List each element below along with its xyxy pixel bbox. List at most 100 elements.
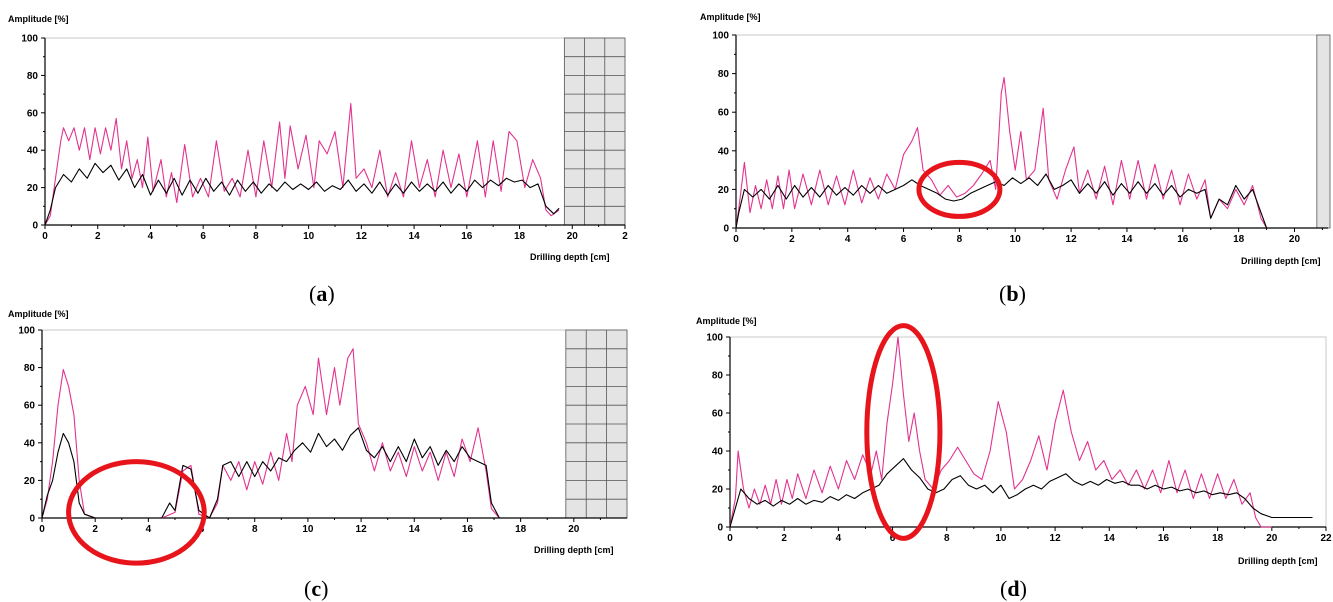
x-tick-label: 12 — [1066, 234, 1078, 245]
x-tick-label: 4 — [146, 524, 152, 535]
y-tick-label: 40 — [718, 146, 730, 157]
x-axis-label: Drilling depth [cm] — [1241, 256, 1321, 266]
caption-letter: c — [311, 576, 322, 601]
series-line-black — [729, 458, 1313, 528]
y-tick-label: 0 — [32, 221, 38, 232]
chart-panel-a: Amplitude [%] 0 20 40 60 80 100 0 2 4 6 8 10 12 14 16 1… — [0, 0, 650, 306]
x-tick-label: 6 — [890, 533, 896, 544]
x-tick-label: 16 — [1177, 234, 1189, 245]
x-tick-label: 14 — [409, 524, 421, 535]
chart-panel-d: Amplitude [%] 0 20 40 60 80 100 0 2 4 6 8 10 12 14 16 1… — [690, 300, 1333, 601]
plot-area — [735, 34, 1329, 229]
x-tick-label: 2 — [622, 231, 628, 242]
x-axis-label: Drilling depth [cm] — [534, 545, 614, 555]
x-tick-label: 10 — [1010, 234, 1022, 245]
x-tick-label: 18 — [514, 231, 526, 242]
y-tick-label: 100 — [18, 326, 35, 337]
y-axis-label: Amplitude [%] — [696, 316, 757, 326]
x-tick-label: 18 — [1212, 533, 1224, 544]
x-tick-label: 6 — [200, 231, 206, 242]
x-tick-label: 22 — [1320, 533, 1332, 544]
y-tick-label: 100 — [21, 34, 38, 45]
x-tick-label: 0 — [39, 524, 45, 535]
x-tick-label: 10 — [303, 231, 315, 242]
x-tick-label: 4 — [836, 533, 842, 544]
y-tick-label: 40 — [712, 447, 724, 458]
chart-panel-c: Amplitude [%] 0 20 40 60 80 100 0 2 4 6 8 10 12 14 16 1… — [0, 300, 650, 601]
plot-area — [41, 329, 628, 519]
series-line-magenta — [735, 76, 1314, 229]
plot-area — [729, 336, 1327, 528]
series-line-black — [44, 162, 560, 226]
caption-letter: b — [1006, 281, 1019, 306]
x-tick-label: 4 — [148, 231, 154, 242]
y-tick-label: 60 — [718, 108, 730, 119]
y-tick-label: 100 — [712, 31, 729, 42]
x-tick-label: 0 — [42, 231, 48, 242]
y-tick-label: 100 — [706, 333, 723, 344]
chart-svg-a: 0 20 40 60 80 100 0 2 4 6 8 10 12 14 16 18 20 2 — [21, 34, 628, 243]
x-tick-label: 0 — [727, 533, 733, 544]
x-tick-label: 6 — [901, 234, 907, 245]
y-axis-label: Amplitude [%] — [700, 12, 761, 22]
x-tick-label: 18 — [515, 524, 527, 535]
chart-svg-d: 0 20 40 60 80 100 0 2 4 6 8 10 12 14 16 18 20 22 — [706, 323, 1332, 544]
y-tick-label: 80 — [27, 71, 39, 82]
x-tick-label: 12 — [356, 231, 368, 242]
series-line-magenta — [44, 102, 560, 226]
chart-panel-b: Amplitude [%] 0 20 40 60 80 100 0 2 4 6 8 10 12 14 16 1… — [690, 0, 1333, 306]
x-tick-label: 16 — [1158, 533, 1170, 544]
x-tick-label: 12 — [1050, 533, 1062, 544]
x-tick-label: 12 — [356, 524, 368, 535]
caption-d: (d) — [1000, 576, 1027, 601]
y-tick-label: 40 — [27, 146, 39, 157]
y-tick-label: 60 — [27, 108, 39, 119]
y-tick-label: 20 — [24, 476, 36, 487]
series-line-black — [735, 173, 1314, 229]
y-tick-label: 60 — [712, 409, 724, 420]
x-tick-label: 8 — [252, 524, 258, 535]
x-tick-label: 20 — [568, 524, 580, 535]
shaded-region — [1316, 34, 1331, 229]
x-tick-label: 18 — [1233, 234, 1245, 245]
x-axis-label: Drilling depth [cm] — [1238, 556, 1318, 566]
caption-b: (b) — [999, 281, 1026, 306]
y-axis-label: Amplitude [%] — [8, 309, 69, 319]
highlight-ellipse — [864, 323, 943, 541]
x-tick-label: 16 — [462, 524, 474, 535]
y-tick-label: 60 — [24, 401, 36, 412]
y-tick-label: 20 — [712, 485, 724, 496]
y-tick-label: 80 — [24, 363, 36, 374]
caption-c: (c) — [304, 576, 329, 601]
x-tick-label: 8 — [253, 231, 259, 242]
x-tick-label: 2 — [95, 231, 101, 242]
highlight-ellipse — [66, 459, 207, 566]
x-tick-label: 16 — [461, 231, 473, 242]
x-tick-label: 8 — [957, 234, 963, 245]
x-tick-label: 14 — [409, 231, 421, 242]
y-tick-label: 0 — [29, 514, 35, 525]
caption-letter: a — [316, 281, 328, 306]
x-tick-label: 2 — [92, 524, 98, 535]
x-tick-label: 8 — [944, 533, 950, 544]
y-tick-label: 0 — [717, 523, 723, 534]
y-tick-label: 20 — [718, 185, 730, 196]
x-tick-label: 20 — [1289, 234, 1301, 245]
highlight-ellipse — [916, 159, 1003, 219]
y-axis-label: Amplitude [%] — [8, 14, 69, 24]
y-tick-label: 20 — [27, 183, 39, 194]
series-line-black — [41, 427, 564, 519]
chart-svg-b: 0 20 40 60 80 100 0 2 4 6 8 10 12 14 16 18 20 — [712, 31, 1331, 245]
caption-a: (a) — [309, 281, 335, 306]
x-tick-label: 4 — [845, 234, 851, 245]
x-tick-label: 14 — [1104, 533, 1116, 544]
x-tick-label: 10 — [995, 533, 1007, 544]
x-tick-label: 0 — [733, 234, 739, 245]
caption-letter: d — [1007, 576, 1020, 601]
y-tick-label: 40 — [24, 438, 36, 449]
x-tick-label: 20 — [567, 231, 579, 242]
x-tick-label: 20 — [1266, 533, 1278, 544]
x-tick-label: 14 — [1121, 234, 1133, 245]
x-tick-label: 2 — [781, 533, 787, 544]
